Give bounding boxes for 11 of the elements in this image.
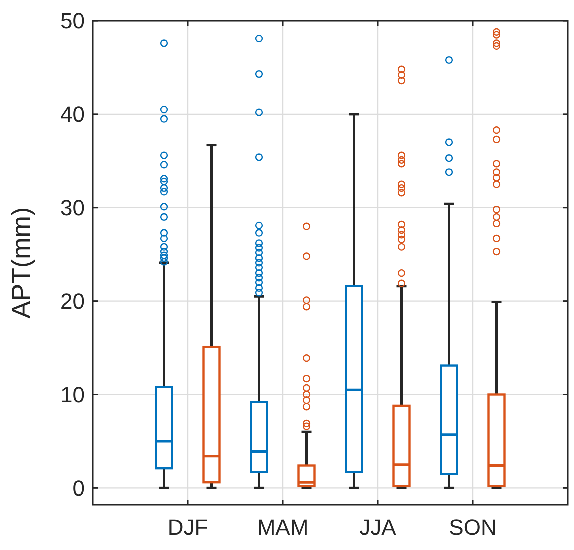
y-tick-label: 10 [60, 382, 85, 408]
y-tick-label: 50 [60, 8, 85, 34]
y-axis-title: APT(mm) [6, 207, 36, 319]
y-tick-label: 0 [72, 476, 85, 501]
x-tick-label: JJA [360, 515, 397, 540]
x-tick-label: MAM [257, 515, 309, 540]
x-tick-label: SON [449, 515, 497, 540]
y-tick-label: 20 [60, 289, 85, 314]
y-tick-label: 40 [60, 102, 85, 128]
x-tick-label: DJF [168, 515, 208, 540]
y-tick-label: 30 [60, 196, 85, 221]
